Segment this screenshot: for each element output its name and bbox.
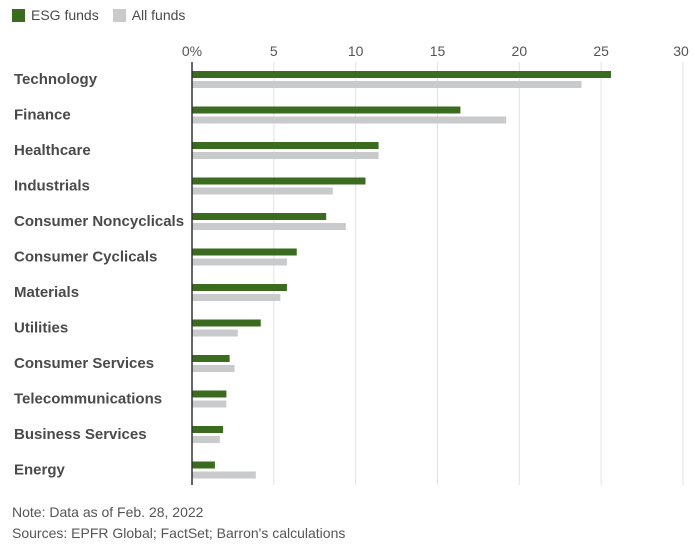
bar-all-business-services [192,436,220,443]
x-tick-label-25: 25 [593,43,609,59]
legend: ESG funds All funds [12,7,199,23]
bar-all-telecommunications [192,400,227,408]
bar-all-materials [192,294,281,301]
x-tick-label-15: 15 [430,43,446,59]
bar-all-technology [192,81,582,88]
category-label-consumer-cyclicals: Consumer Cyclicals [14,249,157,266]
bar-esg-consumer-cyclicals [192,248,297,256]
bar-esg-technology [192,71,611,78]
bar-esg-consumer-services [192,355,230,362]
legend-label-esg: ESG funds [31,7,99,23]
category-label-business-services: Business Services [14,426,147,443]
x-tick-label-10: 10 [348,43,364,59]
bar-all-energy [192,471,256,479]
bar-esg-industrials [192,177,366,185]
bar-esg-materials [192,284,287,291]
category-label-consumer-services: Consumer Services [14,355,154,372]
x-tick-label-20: 20 [512,43,528,59]
bar-esg-finance [192,106,461,114]
bar-all-consumer-services [192,365,235,372]
category-label-finance: Finance [14,107,71,124]
bar-all-industrials [192,187,333,195]
bar-esg-energy [192,461,215,469]
category-label-energy: Energy [14,462,66,479]
x-tick-label-5: 5 [270,43,278,59]
bar-esg-telecommunications [192,390,227,398]
legend-swatch-esg [12,8,25,22]
x-tick-label-0: 0% [182,43,202,59]
category-label-technology: Technology [14,71,98,88]
legend-label-all: All funds [131,7,186,23]
legend-item-esg: ESG funds [12,7,99,23]
bar-all-consumer-noncyclicals [192,223,346,230]
bar-esg-consumer-noncyclicals [192,213,327,220]
bar-all-utilities [192,329,238,337]
category-label-healthcare: Healthcare [14,142,91,159]
bar-esg-business-services [192,426,224,433]
category-label-industrials: Industrials [14,178,90,195]
category-label-materials: Materials [14,284,79,301]
bar-esg-healthcare [192,142,379,149]
sources-text: Sources: EPFR Global; FactSet; Barron's … [12,525,346,541]
category-label-consumer-noncyclicals: Consumer Noncyclicals [14,213,184,230]
bar-all-finance [192,116,507,124]
category-label-utilities: Utilities [14,320,68,337]
x-tick-label-30: 30 [673,43,689,59]
bar-all-healthcare [192,152,379,159]
category-label-telecommunications: Telecommunications [14,391,162,408]
bar-all-consumer-cyclicals [192,258,287,266]
bar-esg-utilities [192,319,261,327]
legend-item-all: All funds [112,7,186,23]
bar-chart: 0% 5 10 15 20 25 30 Technology Finance Healthcare… [14,43,689,485]
note-text: Note: Data as of Feb. 28, 2022 [12,504,204,520]
chart-notes: Note: Data as of Feb. 28, 2022 Sources: … [12,502,345,544]
legend-swatch-all [112,8,126,22]
